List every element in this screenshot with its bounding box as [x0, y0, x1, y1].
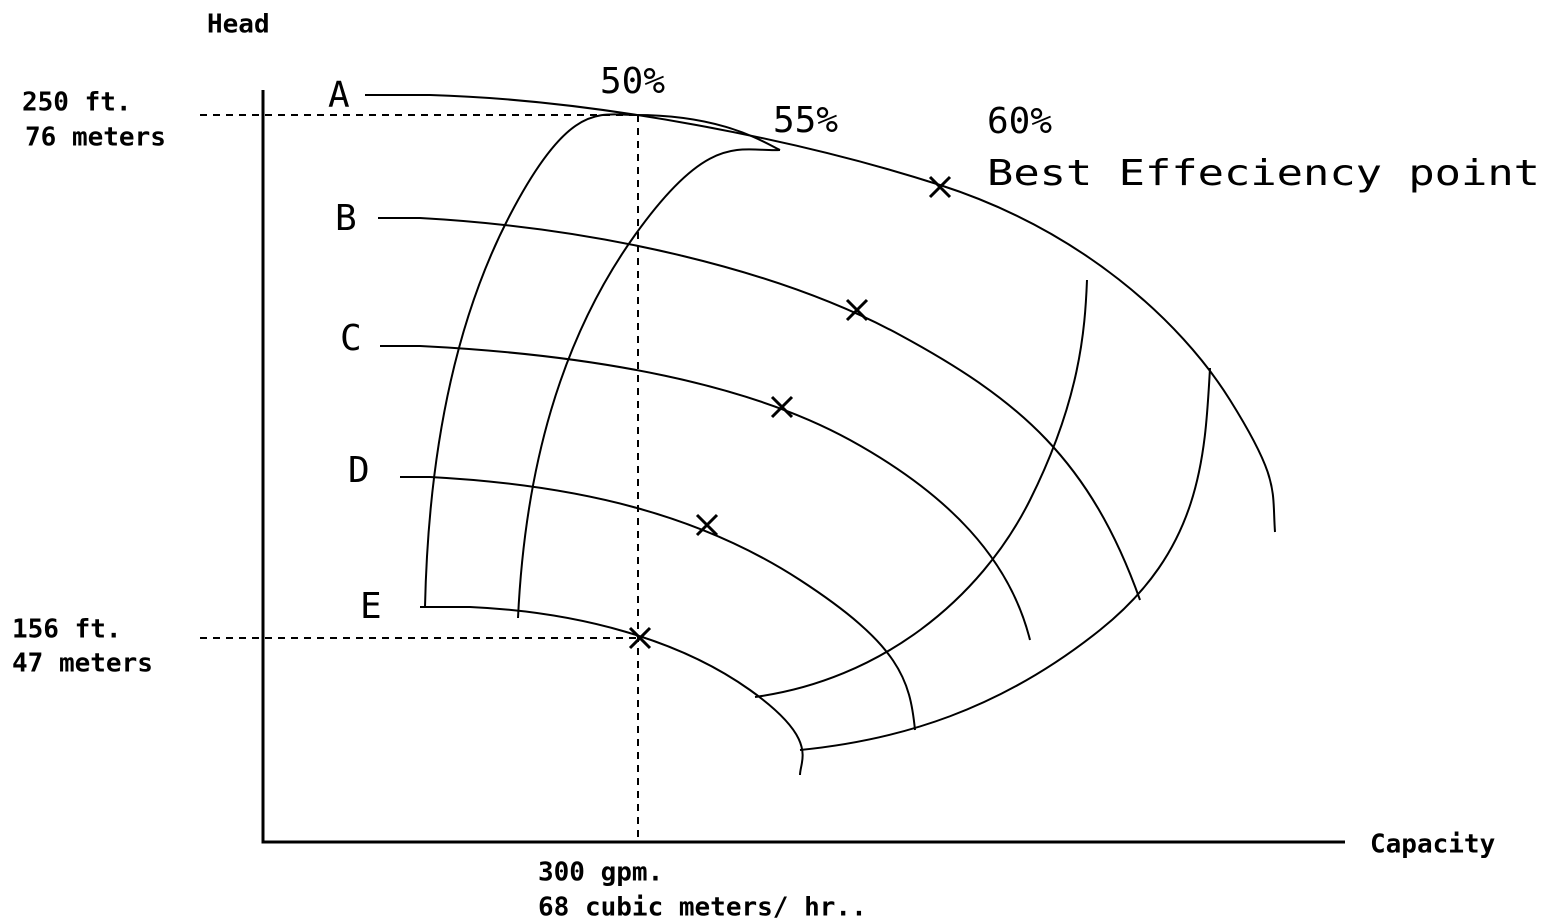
impeller-label: D: [348, 450, 370, 491]
capacity-label: 300 gpm.: [538, 858, 663, 888]
impeller-label: B: [335, 198, 357, 239]
impeller-curve: [380, 345, 1031, 641]
head-low-label: 156 ft.: [12, 615, 122, 645]
efficiency-curve: [517, 148, 781, 619]
impeller-curve: [420, 606, 804, 776]
head-low-label: 47 meters: [12, 649, 153, 679]
efficiency-label: 50%: [600, 61, 665, 102]
x-axis-label: Capacity: [1370, 830, 1495, 860]
impeller-curve: [400, 476, 916, 731]
impeller-label: E: [360, 586, 382, 627]
bep-marks: [628, 175, 952, 650]
bep-label: Best Effeciency point: [987, 153, 1540, 194]
efficiency-curve: [424, 113, 781, 608]
efficiency-curve: [799, 367, 1211, 751]
impeller-label: C: [340, 318, 362, 359]
efficiency-curve: [754, 279, 1088, 698]
impeller-label: A: [328, 75, 350, 116]
efficiency-label: 55%: [773, 100, 838, 141]
head-high-label: 76 meters: [25, 123, 166, 153]
y-axis-label: Head: [207, 10, 270, 40]
impeller-curve: [365, 94, 1276, 533]
head-high-label: 250 ft.: [22, 88, 132, 118]
efficiency-label: 60%: [987, 101, 1052, 142]
impeller-curve: [378, 217, 1141, 601]
capacity-label: 68 cubic meters/ hr..: [538, 893, 867, 922]
axes: [261, 90, 1345, 844]
